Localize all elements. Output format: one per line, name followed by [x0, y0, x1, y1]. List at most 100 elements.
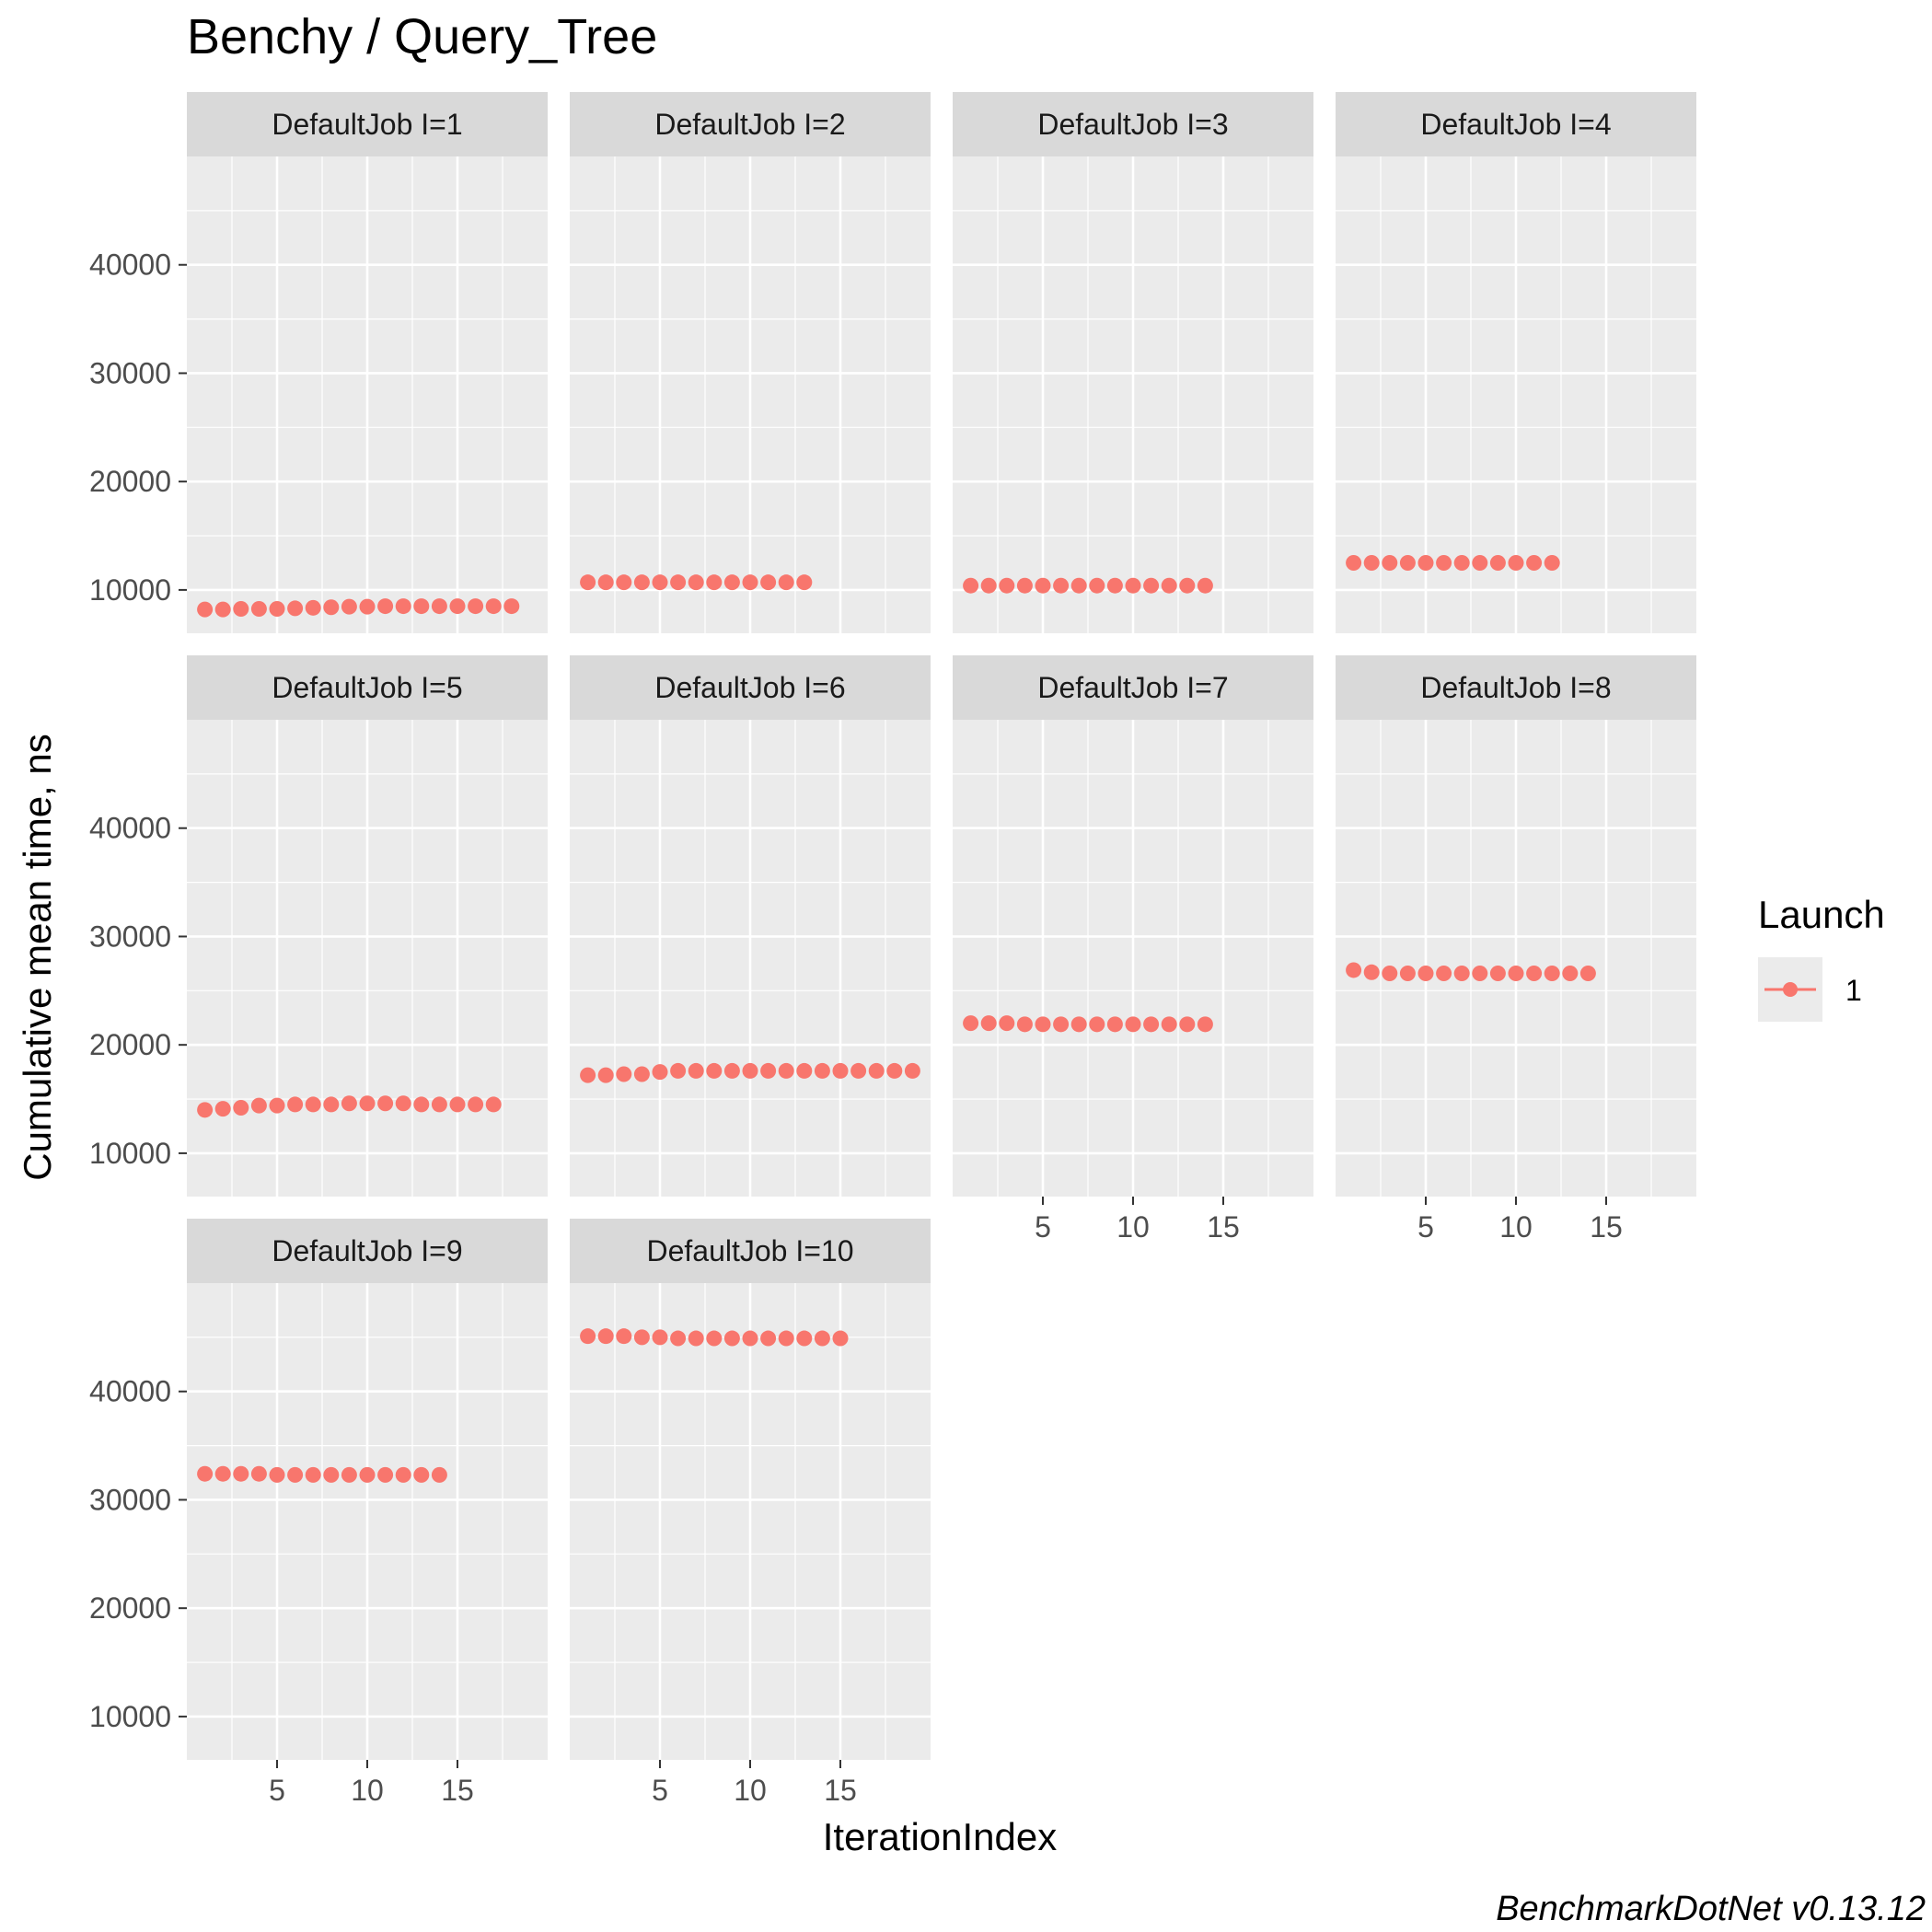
data-point [377, 1466, 394, 1483]
x-tick-label: 15 [1207, 1210, 1240, 1244]
data-point [377, 1095, 394, 1112]
facet-strip-label: DefaultJob I=3 [1037, 108, 1228, 141]
data-point [323, 599, 340, 616]
data-point [250, 1465, 267, 1482]
data-point [1070, 577, 1087, 594]
data-point [723, 574, 740, 591]
facet-strip [1336, 92, 1696, 156]
data-point [597, 1067, 614, 1083]
x-tick-label: 15 [441, 1774, 474, 1807]
facet-panel: DefaultJob I=2 [570, 92, 931, 633]
x-tick-label: 5 [1417, 1210, 1434, 1244]
facet-strip-label: DefaultJob I=7 [1037, 671, 1228, 704]
facet-strip [187, 655, 548, 720]
data-point [633, 1329, 650, 1346]
data-point [197, 1465, 214, 1482]
data-point [197, 601, 214, 618]
data-point [706, 1062, 723, 1079]
facet-panel: DefaultJob I=3 [953, 92, 1313, 633]
y-tick-label: 30000 [89, 1483, 171, 1516]
y-axis-title: Cumulative mean time, ns [16, 734, 59, 1181]
y-tick-label: 10000 [89, 1137, 171, 1170]
data-point [1346, 554, 1362, 571]
data-point [359, 598, 376, 615]
data-point [760, 1330, 777, 1347]
data-point [395, 598, 411, 615]
facet-strip [187, 92, 548, 156]
data-point [597, 574, 614, 591]
data-point [1472, 554, 1488, 571]
facet-strip-label: DefaultJob I=5 [272, 671, 462, 704]
data-point [395, 1095, 411, 1112]
x-tick-label: 15 [1590, 1210, 1623, 1244]
data-point [1035, 1016, 1051, 1033]
data-point [1508, 554, 1524, 571]
data-point [760, 1062, 777, 1079]
data-point [1489, 965, 1506, 981]
data-point [1125, 1016, 1141, 1033]
facet-strip [953, 92, 1313, 156]
data-point [1161, 577, 1177, 594]
y-tick-label: 10000 [89, 1700, 171, 1733]
y-tick-label: 40000 [89, 812, 171, 845]
facet-strip [953, 655, 1313, 720]
x-tick-label: 10 [351, 1774, 384, 1807]
data-point [1053, 577, 1070, 594]
data-point [468, 1096, 484, 1113]
data-point [597, 1328, 614, 1345]
data-point [778, 1062, 794, 1079]
data-point [1363, 964, 1380, 980]
data-point [1453, 965, 1470, 981]
data-point [305, 1466, 321, 1483]
data-point [214, 1101, 231, 1117]
facet-strip [187, 1219, 548, 1283]
data-point [796, 1062, 813, 1079]
data-point [1399, 965, 1416, 981]
data-point [652, 1329, 668, 1346]
data-point [287, 1466, 304, 1483]
data-point [377, 598, 394, 615]
data-point [963, 1015, 979, 1032]
data-point [868, 1062, 885, 1079]
facet-panel: DefaultJob I=8 [1336, 655, 1696, 1197]
data-point [580, 1328, 596, 1345]
data-point [341, 598, 357, 615]
facet-strip-label: DefaultJob I=10 [646, 1234, 853, 1267]
x-tick-label: 10 [734, 1774, 767, 1807]
data-point [359, 1466, 376, 1483]
data-point [1399, 554, 1416, 571]
data-point [670, 1062, 687, 1079]
data-point [1436, 554, 1452, 571]
legend: Launch 1 [1758, 893, 1885, 1022]
x-tick-label: 5 [1035, 1210, 1051, 1244]
data-point [1035, 577, 1051, 594]
legend-entry-label: 1 [1845, 974, 1862, 1007]
data-point [359, 1095, 376, 1112]
data-point [1143, 577, 1160, 594]
data-point [1508, 965, 1524, 981]
y-tick-label: 20000 [89, 1028, 171, 1061]
facet-strip [570, 655, 931, 720]
data-point [1197, 1016, 1213, 1033]
data-point [197, 1102, 214, 1118]
data-point [323, 1466, 340, 1483]
data-point [1562, 965, 1579, 981]
x-tick-label: 5 [652, 1774, 668, 1807]
data-point [431, 1466, 447, 1483]
data-point [980, 1015, 997, 1032]
x-tick-label: 10 [1499, 1210, 1533, 1244]
data-point [963, 577, 979, 594]
facet-strip-label: DefaultJob I=2 [654, 108, 845, 141]
y-tick-label: 40000 [89, 249, 171, 282]
axes: 10000 20000 30000 40000 10000 20000 30000 40000… [89, 249, 1623, 1807]
x-axis-title: IterationIndex [823, 1815, 1058, 1858]
data-point [1070, 1016, 1087, 1033]
data-point [616, 1066, 632, 1082]
data-point [287, 1096, 304, 1113]
data-point [1053, 1016, 1070, 1033]
data-point [250, 1097, 267, 1114]
data-point [814, 1062, 830, 1079]
data-point [269, 1097, 285, 1114]
data-point [269, 601, 285, 618]
data-point [269, 1466, 285, 1483]
